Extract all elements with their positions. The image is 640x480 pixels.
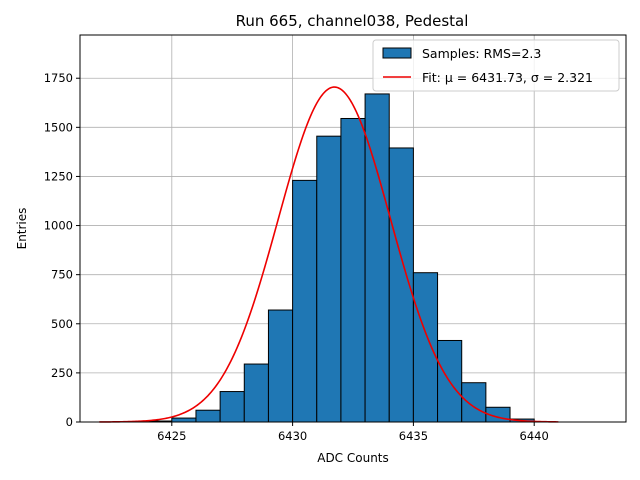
x-axis-label: ADC Counts	[317, 451, 389, 465]
y-tick-label: 750	[51, 268, 73, 282]
y-tick-label: 1750	[44, 71, 73, 85]
legend-histogram-swatch	[382, 47, 412, 59]
histogram-bar	[461, 382, 487, 423]
plot-frame	[79, 34, 627, 423]
legend-box	[372, 39, 620, 92]
x-tick-label: 6430	[278, 429, 307, 443]
histogram-bars	[147, 93, 535, 423]
legend: Samples: RMS=2.3 Fit: μ = 6431.73, σ = 2…	[372, 39, 620, 92]
x-tick-label: 6425	[157, 429, 186, 443]
chart-title: Run 665, channel038, Pedestal	[236, 12, 469, 30]
y-tick-label: 1250	[44, 169, 73, 183]
histogram-bar	[292, 179, 318, 423]
histogram-bar	[412, 272, 439, 423]
fit-curve	[99, 86, 559, 423]
x-tick-label: 6440	[520, 429, 549, 443]
histogram-bar	[171, 417, 197, 423]
y-axis-ticks: 0 250 500 750 1000 1250 1500 1750	[44, 71, 80, 429]
legend-histogram-label: Samples: RMS=2.3	[422, 46, 541, 61]
histogram-bar	[195, 409, 221, 423]
y-tick-label: 1000	[44, 219, 73, 233]
y-tick-label: 0	[66, 415, 73, 429]
histogram-bar	[219, 391, 245, 423]
x-axis-ticks: 6425 6430 6435 6440	[157, 422, 549, 443]
histogram-bar	[316, 135, 342, 423]
y-tick-label: 1500	[44, 120, 73, 134]
x-tick-label: 6435	[399, 429, 428, 443]
legend-fit-label: Fit: μ = 6431.73, σ = 2.321	[422, 70, 593, 85]
y-tick-label: 500	[51, 317, 73, 331]
histogram-bar	[340, 117, 366, 423]
histogram-bar	[364, 93, 390, 423]
y-tick-label: 250	[51, 366, 73, 380]
histogram-bar	[243, 363, 269, 423]
y-axis-label: Entries	[15, 208, 29, 250]
histogram-bar	[267, 309, 294, 423]
